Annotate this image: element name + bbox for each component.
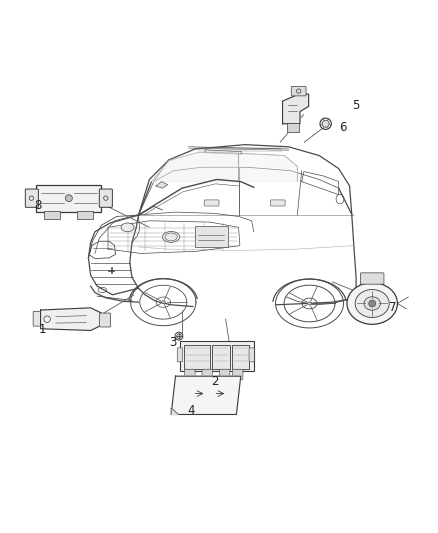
FancyBboxPatch shape bbox=[204, 200, 219, 206]
Ellipse shape bbox=[364, 297, 380, 310]
FancyBboxPatch shape bbox=[249, 348, 254, 362]
Ellipse shape bbox=[161, 301, 165, 304]
Polygon shape bbox=[41, 308, 102, 330]
Text: 8: 8 bbox=[35, 199, 42, 212]
FancyBboxPatch shape bbox=[44, 211, 60, 220]
Ellipse shape bbox=[355, 289, 389, 318]
Ellipse shape bbox=[322, 120, 329, 127]
FancyBboxPatch shape bbox=[287, 123, 299, 132]
FancyBboxPatch shape bbox=[185, 369, 195, 379]
FancyBboxPatch shape bbox=[270, 200, 285, 206]
Polygon shape bbox=[239, 154, 297, 182]
Ellipse shape bbox=[347, 282, 397, 324]
FancyBboxPatch shape bbox=[360, 273, 384, 284]
Bar bbox=[195, 226, 228, 247]
Circle shape bbox=[65, 195, 72, 201]
Text: 2: 2 bbox=[211, 375, 219, 389]
FancyBboxPatch shape bbox=[184, 345, 210, 369]
Ellipse shape bbox=[162, 231, 180, 243]
FancyBboxPatch shape bbox=[99, 189, 113, 207]
Bar bbox=[180, 341, 254, 371]
FancyBboxPatch shape bbox=[77, 211, 93, 220]
FancyBboxPatch shape bbox=[36, 184, 102, 212]
Circle shape bbox=[369, 300, 376, 307]
Polygon shape bbox=[205, 150, 242, 154]
FancyBboxPatch shape bbox=[291, 86, 306, 96]
FancyBboxPatch shape bbox=[232, 345, 250, 369]
FancyBboxPatch shape bbox=[25, 189, 39, 207]
FancyBboxPatch shape bbox=[33, 311, 43, 326]
FancyBboxPatch shape bbox=[177, 348, 183, 362]
Polygon shape bbox=[171, 376, 241, 415]
FancyBboxPatch shape bbox=[212, 345, 230, 369]
Ellipse shape bbox=[177, 334, 181, 338]
Ellipse shape bbox=[121, 223, 134, 232]
Polygon shape bbox=[283, 94, 309, 124]
Text: 4: 4 bbox=[187, 403, 194, 417]
Ellipse shape bbox=[307, 302, 311, 305]
FancyBboxPatch shape bbox=[99, 313, 111, 327]
Text: 3: 3 bbox=[170, 336, 177, 349]
Ellipse shape bbox=[320, 118, 331, 130]
Ellipse shape bbox=[175, 332, 183, 340]
Polygon shape bbox=[156, 182, 168, 188]
Text: 1: 1 bbox=[39, 323, 46, 336]
Text: 7: 7 bbox=[389, 301, 397, 314]
FancyBboxPatch shape bbox=[219, 369, 230, 379]
Polygon shape bbox=[152, 152, 239, 182]
Text: 6: 6 bbox=[339, 121, 347, 134]
Polygon shape bbox=[171, 408, 179, 415]
FancyBboxPatch shape bbox=[202, 369, 212, 379]
FancyBboxPatch shape bbox=[233, 369, 243, 379]
Text: 5: 5 bbox=[353, 99, 360, 112]
